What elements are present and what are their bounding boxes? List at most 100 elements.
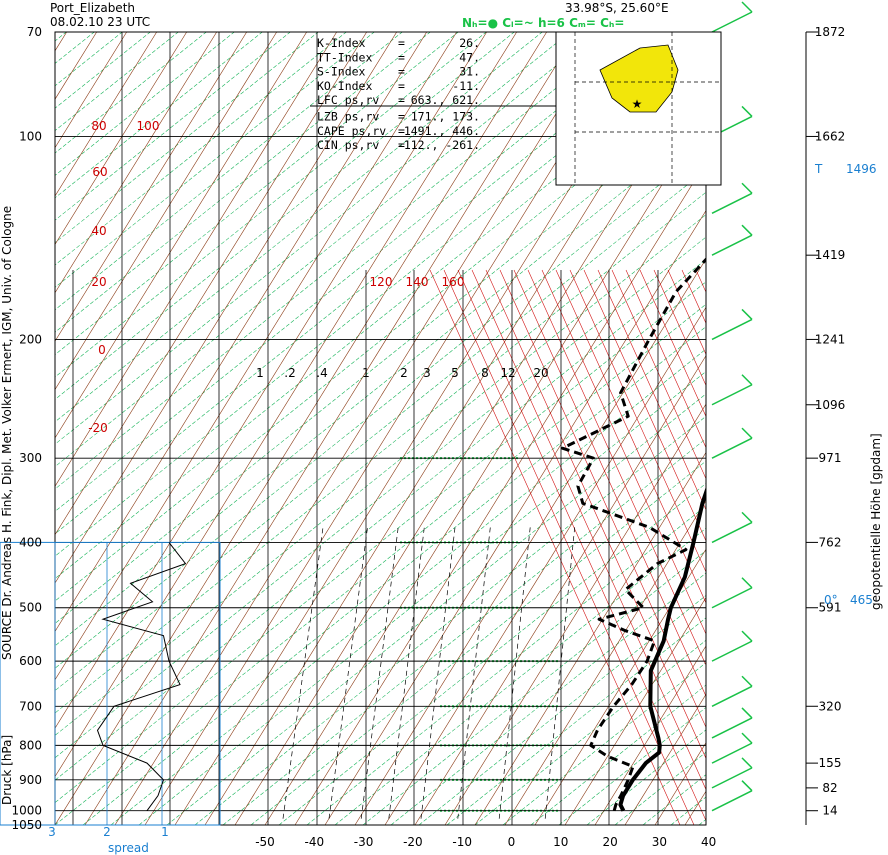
temperature-tick-label: 40: [701, 835, 716, 849]
moist-adiabat-line: [541, 269, 706, 635]
isotherm-label: 60: [92, 165, 107, 179]
temperature-tick-label: 0: [508, 835, 516, 849]
wind-barb-staff: [711, 640, 753, 662]
isotherm-line: [474, 639, 706, 825]
moist-adiabat-line: [583, 269, 706, 542]
wind-barb: [711, 308, 753, 341]
index-value: 31.: [459, 65, 480, 79]
moist-adiabat-line: [457, 269, 706, 822]
wind-barb: [711, 732, 753, 764]
wind-barb-staff: [711, 767, 753, 789]
isotherm-line: [55, 32, 515, 400]
wind-barb: [711, 427, 753, 459]
wind-barb: [711, 780, 753, 812]
pressure-tick-label: 900: [19, 773, 42, 787]
index-eq: =: [398, 93, 405, 107]
mixing-ratio-label: .4: [316, 366, 327, 380]
index-value: 47.: [459, 50, 480, 64]
isotherm-line: [55, 35, 706, 557]
wind-barb-staff: [711, 11, 753, 33]
pressure-tick-label: 500: [19, 601, 42, 615]
moist-adiabat-label: 140: [406, 275, 429, 289]
datetime-label: 08.02.10 23 UTC: [50, 15, 150, 29]
isotherm-line: [55, 32, 543, 423]
moist-adiabat-label: 120: [370, 275, 393, 289]
isotherm-label: 20: [91, 275, 106, 289]
wind-barb-flag: [741, 1, 753, 13]
height-tick-label: 320: [819, 699, 842, 713]
wind-barb-staff: [711, 234, 753, 256]
isotherm-line: [55, 32, 235, 176]
height-tick-label: 1662: [815, 129, 846, 143]
wind-barb: [711, 224, 753, 256]
wind-barb: [711, 511, 753, 544]
height-tick-label: 1096: [815, 398, 846, 412]
index-table: K-Index = 26. TT-Index = 47. S-Index = 31. KO-Ind…: [310, 36, 556, 152]
height-tick-label: 762: [819, 535, 842, 549]
mixing-ratio-line: [282, 527, 324, 819]
index-value: -112., -261.: [397, 138, 480, 152]
temperature-tick-label: -10: [452, 835, 472, 849]
moist-adiabat-line: [499, 269, 706, 729]
isotherm-line: [446, 617, 706, 825]
moist-adiabat-line: [653, 269, 706, 387]
isotherm-line: [55, 281, 706, 803]
isotherm-line: [502, 662, 706, 825]
index-name: K-Index: [317, 36, 366, 50]
index-value: 171., 173.: [411, 110, 480, 124]
pressure-tick-label: 700: [19, 699, 42, 713]
temperature-tick-label: 30: [652, 835, 667, 849]
isotherm-label: 100: [137, 119, 160, 133]
index-value: 663., 621.: [411, 93, 480, 107]
wind-barb: [711, 577, 753, 609]
dry-adiabat-line: [114, 32, 607, 825]
moist-adiabat-line: [597, 269, 706, 511]
isotherm-line: [530, 684, 706, 825]
index-name: TT-Index: [317, 50, 372, 64]
station-star-icon: ★: [632, 97, 643, 111]
isotherm-line: [138, 371, 706, 825]
plot-frame: [54, 31, 707, 826]
wind-barb: [711, 182, 753, 214]
pressure-tick-label: 100: [19, 129, 42, 143]
index-eq: =: [398, 138, 405, 152]
dry-adiabat-line: [55, 32, 187, 245]
moist-adiabat-line: [527, 269, 706, 666]
mixing-ratio-label: 8: [481, 366, 489, 380]
wind-barb-flag: [741, 182, 753, 194]
source-label: SOURCE Dr. Andreas H. Fink, Dipl. Met. V…: [0, 206, 14, 660]
index-name: CIN ps,rv: [317, 138, 379, 152]
temperature-tick-label: -40: [304, 835, 324, 849]
temperature-tick-label: -20: [403, 835, 423, 849]
moist-adiabat-line: [681, 269, 706, 325]
dry-adiabat-line: [55, 32, 367, 536]
mixing-ratio-label: 20: [533, 366, 548, 380]
index-eq: =: [398, 110, 405, 124]
mixing-ratio-label: 3: [423, 366, 431, 380]
mixing-ratio-line: [388, 527, 425, 819]
dry-adiabat-line: [55, 32, 307, 439]
mixing-ratio-line: [544, 527, 576, 819]
wind-barb-staff: [711, 685, 753, 707]
wind-barb-flag: [741, 224, 753, 236]
isotherm-line: [55, 259, 706, 781]
isotherm-line: [194, 415, 706, 825]
wind-barb-flag: [741, 105, 753, 117]
pressure-tick-label: 600: [19, 654, 42, 668]
isotherm-line: [55, 32, 487, 378]
wind-barb-staff: [711, 318, 753, 341]
coords-label: 33.98°S, 25.60°E: [565, 1, 669, 15]
index-name: S-Index: [317, 65, 366, 79]
isotherm-line: [55, 236, 706, 759]
isotherm-line: [55, 32, 347, 266]
moist-adiabat-line: [513, 269, 706, 697]
isotherm-line: [698, 819, 706, 825]
isotherm-line: [82, 326, 706, 825]
dry-adiabat-line: [715, 32, 888, 825]
wind-barb-flag: [741, 511, 753, 523]
wind-barb: [711, 707, 753, 739]
dry-adiabat-line: [84, 32, 577, 825]
dry-adiabat-line: [324, 209, 706, 825]
spread-line: [96, 542, 187, 811]
